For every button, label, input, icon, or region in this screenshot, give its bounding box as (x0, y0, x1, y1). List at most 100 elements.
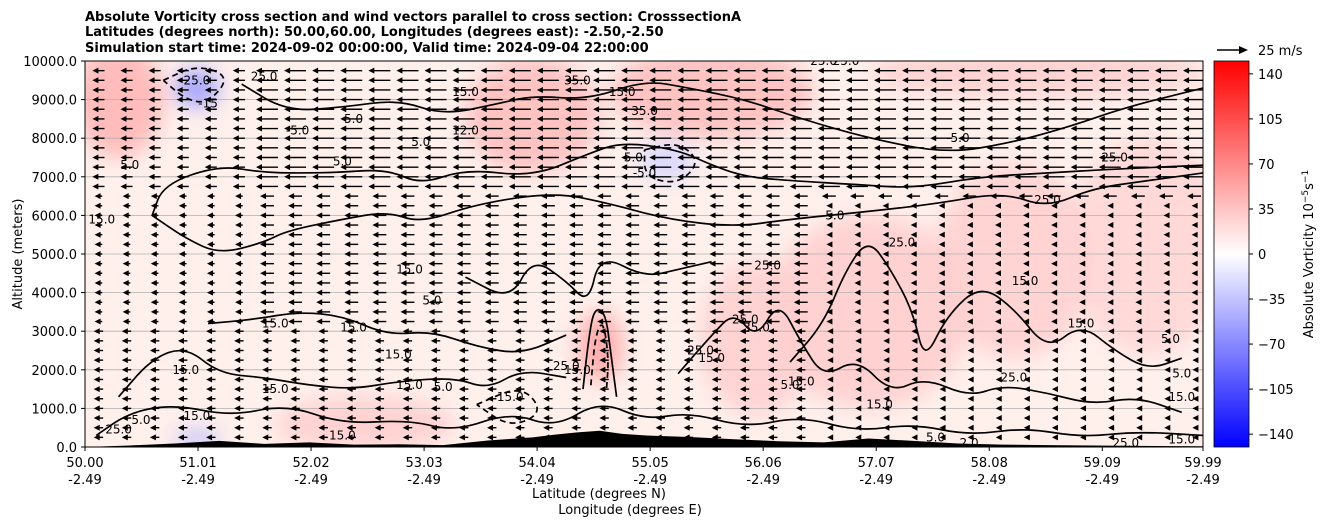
wind-vector-head (655, 386, 662, 393)
wind-vector-head (986, 183, 993, 190)
wind-vector-head (120, 125, 127, 132)
wind-vector-head (906, 193, 913, 200)
wind-vector-head (1098, 125, 1105, 132)
wind-vector-head (789, 67, 796, 74)
wind-vector-head (232, 67, 239, 74)
wind-vector-head (374, 366, 381, 373)
wind-vector-head (739, 347, 746, 354)
wind-vector-head (396, 115, 403, 122)
wind-vector-head (515, 347, 522, 354)
wind-vector-head (883, 376, 890, 383)
wind-vector-head (372, 202, 379, 209)
wind-vector-head (340, 173, 347, 180)
wind-vector-head (284, 106, 291, 113)
wind-vector-head (739, 405, 746, 412)
wind-vector-head (400, 212, 407, 219)
wind-vector-head (206, 376, 213, 383)
wind-vector-head (986, 135, 993, 142)
wind-vector-head (761, 144, 768, 151)
wind-vector-head (150, 202, 157, 209)
wind-vector-head (1187, 193, 1194, 200)
wind-vector-head (284, 183, 291, 190)
wind-vector-head (1080, 357, 1087, 364)
contour-label: 25.0 (1101, 151, 1128, 165)
wind-vector-head (1079, 318, 1086, 325)
y-tick-label: 0.0 (56, 441, 77, 456)
wind-vector-head (796, 395, 803, 402)
wind-vector-head (649, 115, 656, 122)
wind-vector-head (1135, 308, 1142, 315)
wind-vector-head (540, 241, 547, 248)
wind-vector-head (260, 270, 267, 277)
contour-label: 5.0 (1172, 367, 1191, 381)
wind-vector-head (1126, 154, 1133, 161)
quiver-key: 25 m/s (1217, 44, 1303, 59)
wind-vector-head (793, 308, 800, 315)
wind-vector-head (232, 96, 239, 103)
wind-vector-head (515, 357, 522, 364)
wind-vector-head (1023, 299, 1030, 306)
wind-vector-head (312, 144, 319, 151)
wind-vector-head (994, 270, 1001, 277)
wind-vector-head (206, 212, 213, 219)
wind-vector-head (855, 395, 862, 402)
wind-vector-head (232, 183, 239, 190)
wind-vector-head (739, 415, 746, 422)
wind-vector-head (402, 328, 409, 335)
wind-vector-head (874, 135, 881, 142)
wind-vector-head (260, 212, 267, 219)
wind-vector-head (452, 96, 459, 103)
wind-vector-head (512, 251, 519, 257)
wind-vector-head (827, 415, 834, 422)
wind-vector-head (967, 424, 974, 431)
wind-vector-head (402, 424, 409, 431)
wind-vector-head (428, 260, 435, 267)
wind-vector-head (737, 260, 744, 267)
wind-vector-head (540, 289, 547, 296)
wind-vector-head (346, 424, 353, 431)
wind-vector-head (235, 279, 242, 286)
wind-vector-head (565, 96, 572, 103)
wind-vector-head (796, 347, 803, 354)
wind-vector-head (1164, 405, 1171, 412)
chart-title-line-3: Simulation start time: 2024-09-02 00:00:… (85, 41, 649, 56)
wind-vector-head (958, 125, 965, 132)
wind-vector-head (765, 251, 772, 257)
wind-vector-head (1108, 415, 1115, 422)
wind-vector-head (456, 289, 463, 296)
wind-vector-head (655, 424, 662, 431)
wind-vector-head (845, 96, 852, 103)
wind-vector-head (1023, 366, 1030, 373)
wind-vector-head (767, 376, 774, 383)
wind-vector-head (456, 318, 463, 325)
wind-vector-head (621, 164, 628, 171)
wind-vector-head (845, 144, 852, 151)
contour-label: 12.0 (452, 123, 479, 137)
contour-label: 15.0 (385, 347, 412, 361)
wind-vector-head (1192, 328, 1199, 335)
wind-vector-head (120, 154, 127, 161)
wind-vector-head (204, 96, 211, 103)
wind-vector-head (1070, 96, 1077, 103)
wind-vector-head (234, 376, 241, 383)
wind-vector-head (480, 106, 487, 113)
wind-vector-head (855, 434, 862, 441)
contour-label: 5.0 (926, 430, 945, 444)
wind-vector-head (882, 318, 889, 325)
wind-vector-head (737, 270, 744, 277)
wind-vector-head (318, 337, 325, 344)
wind-vector-head (206, 241, 213, 248)
wind-vector-head (176, 96, 183, 103)
wind-vector-head (711, 424, 718, 431)
wind-vector-head (882, 270, 889, 277)
wind-vector-head (121, 337, 128, 344)
wind-vector-head (1023, 231, 1030, 238)
wind-vector-head (765, 318, 772, 325)
wind-vector-head (428, 270, 435, 277)
wind-vector-head (540, 279, 547, 286)
wind-vector-head (958, 154, 965, 161)
wind-vector-head (288, 222, 295, 229)
contour-line (117, 349, 567, 398)
x-tick-label-longitude: -2.49 (1085, 473, 1119, 488)
wind-vector-head (733, 106, 740, 113)
